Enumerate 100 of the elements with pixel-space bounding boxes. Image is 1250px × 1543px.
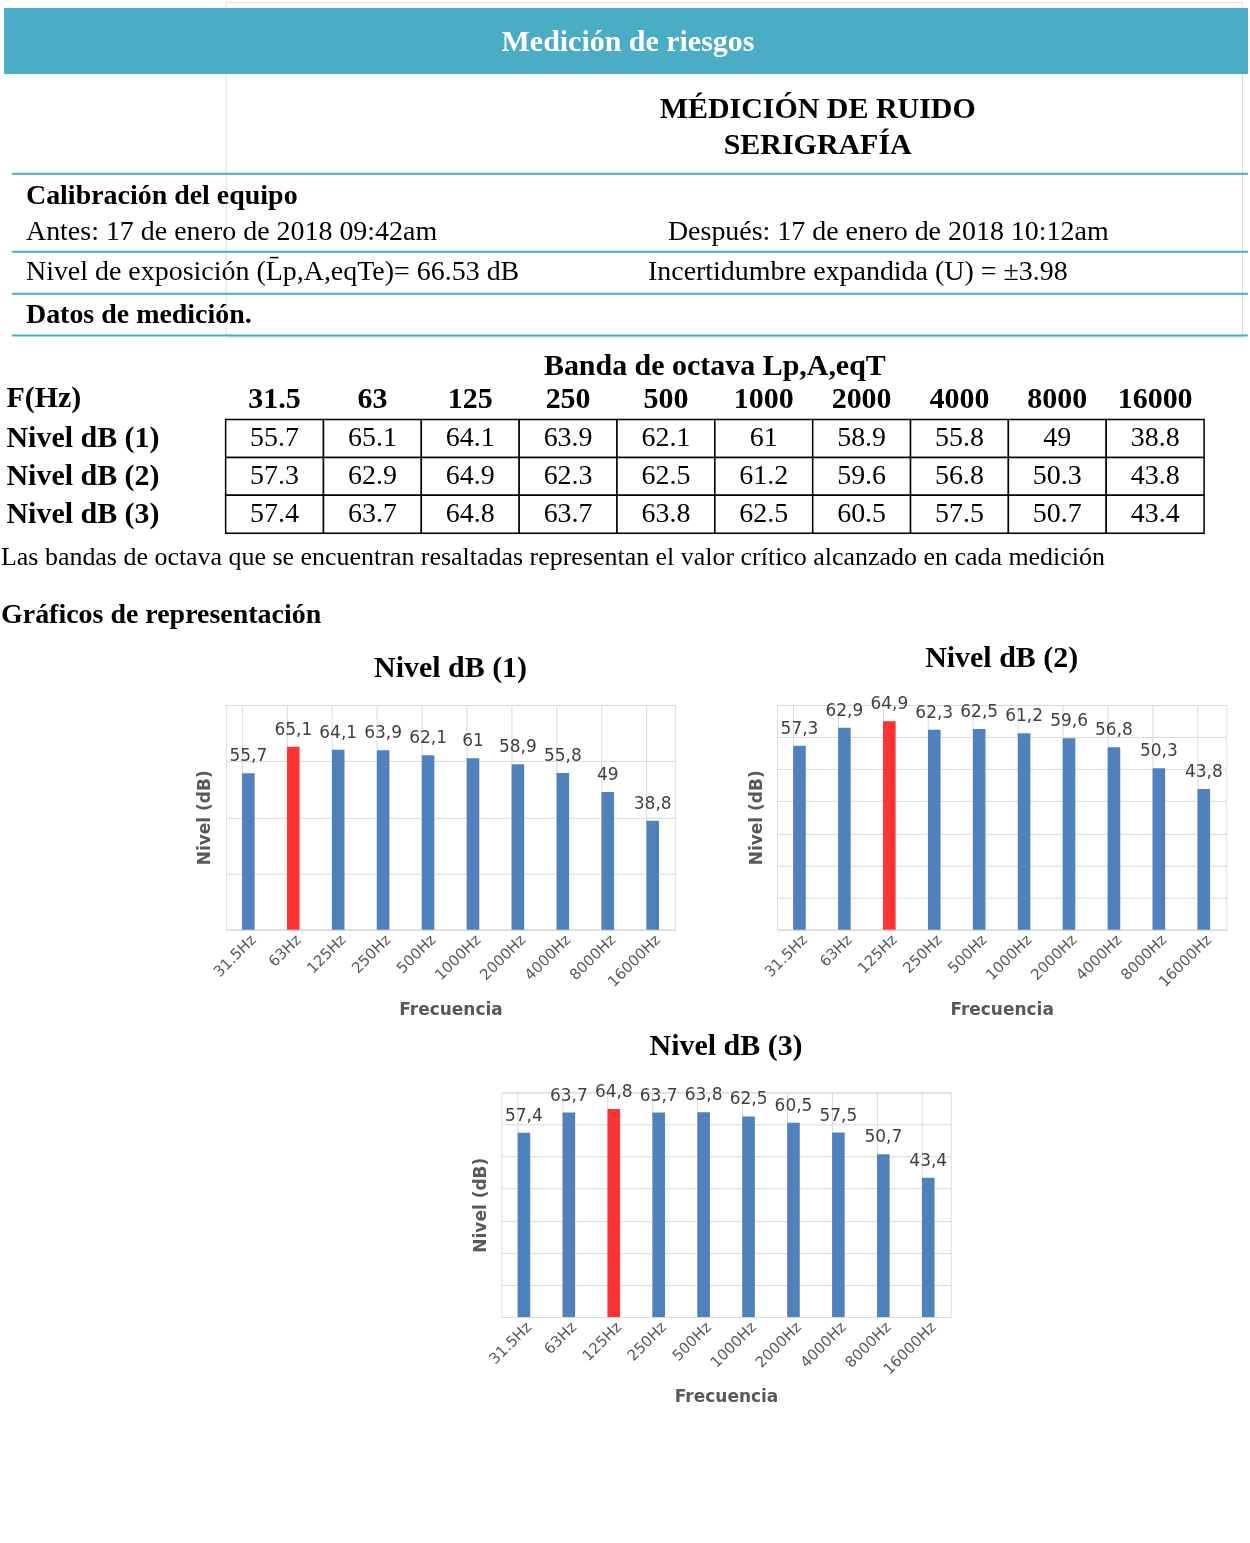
chart-title: Nivel dB (3): [649, 1028, 803, 1063]
data-label: 58,9: [499, 736, 537, 757]
data-label: 49: [596, 764, 619, 785]
text: SERIGRAFÍA: [723, 126, 913, 160]
bar: [646, 820, 659, 930]
data-label: 64,8: [594, 1081, 633, 1102]
chart-title: Nivel dB (2): [925, 640, 1079, 675]
x-tick-label: 1000: [733, 380, 794, 414]
data-label: 65,1: [274, 718, 313, 739]
data-label: 50,3: [1140, 740, 1178, 761]
data-label: 64,1: [319, 721, 358, 742]
data-label: 63,8: [684, 1084, 723, 1105]
x-axis-title: Frecuencia: [950, 998, 1054, 1019]
data-label: 62.9: [347, 459, 397, 491]
data-label: 65.1: [347, 421, 397, 453]
data-label: 43,4: [909, 1149, 948, 1170]
data-label: 57.4: [250, 497, 300, 529]
data-label: 64.1: [445, 421, 495, 453]
bar: [421, 755, 435, 930]
x-tick-label: 4000: [929, 380, 990, 414]
x-tick-label: 500: [643, 380, 689, 414]
data-label: 38.8: [1130, 421, 1180, 453]
data-label: 50.3: [1032, 459, 1082, 491]
data-label: 62.5: [641, 459, 691, 491]
data-label: 57,5: [819, 1104, 858, 1125]
text: Incertidumbre expandida (U) = ±3.98: [647, 254, 1068, 286]
y-axis-title: Nivel (dB): [194, 770, 215, 866]
text: Las bandas de octava que se encuentran resaltadas representan el valor crítico alcanzado en cada medición: [1, 542, 1105, 572]
x-tick-label: 63: [357, 380, 388, 414]
data-label: 43.8: [1130, 459, 1180, 491]
y-axis-title: Nivel (dB): [745, 770, 766, 866]
data-label: 63.9: [543, 421, 593, 453]
data-label: 62,9: [825, 699, 864, 720]
data-label: 63,7: [549, 1084, 588, 1105]
chart-title: Banda de octava Lp,A,eqT: [543, 347, 886, 381]
data-label: 63,9: [364, 722, 403, 743]
text: Después: 17 de enero de 2018 10:12am: [667, 214, 1109, 246]
text: MÉDICIÓN DE RUIDO: [659, 90, 976, 124]
x-tick-label: 2000: [831, 380, 892, 414]
bar: [556, 772, 570, 930]
bar: [331, 749, 345, 930]
bar: [466, 758, 480, 930]
bar: [511, 764, 525, 930]
data-label: 43.4: [1130, 497, 1180, 529]
data-label: 57,4: [505, 1104, 543, 1125]
y-tick-label: Nivel dB (2): [6, 458, 160, 493]
data-label: 62.3: [543, 459, 593, 491]
data-label: 63.8: [641, 497, 691, 529]
y-tick-label: Nivel dB (3): [6, 496, 160, 531]
bar: [286, 746, 300, 930]
data-label: 59,6: [1050, 710, 1088, 731]
bar: [921, 1177, 935, 1318]
data-label: 61: [749, 421, 778, 453]
data-label: 55.7: [250, 421, 300, 453]
data-label: 61: [462, 730, 484, 751]
data-label: 57.5: [935, 497, 984, 529]
data-label: 62,1: [409, 727, 447, 748]
bar: [877, 1154, 890, 1318]
data-label: 56,8: [1095, 719, 1133, 740]
x-tick-label: 8000: [1027, 380, 1088, 414]
bar: [1197, 789, 1211, 930]
data-label: 64.9: [445, 459, 495, 491]
data-label: 49: [1043, 421, 1072, 453]
bar: [787, 1122, 800, 1318]
text: Nivel de exposición (L̄p,A,eqTe)= 66.53 dB: [25, 254, 520, 286]
bar: [517, 1132, 531, 1318]
bar: [376, 750, 390, 930]
bar: [652, 1112, 665, 1318]
bar: [562, 1112, 576, 1318]
data-label: 62.5: [739, 497, 789, 529]
data-label: 64,9: [870, 693, 909, 714]
bar: [793, 745, 806, 930]
data-label: 61.2: [739, 459, 789, 491]
bar: [607, 1109, 621, 1318]
text: Datos de medición.: [25, 297, 252, 329]
bar: [601, 792, 615, 930]
data-label: 60,5: [774, 1094, 813, 1115]
bar: [242, 773, 255, 930]
x-axis-title: Frecuencia: [399, 998, 503, 1019]
bar: [972, 729, 986, 930]
data-label: 55,8: [543, 744, 582, 765]
bar: [1062, 738, 1076, 930]
bar: [838, 727, 851, 930]
text: Calibración del equipo: [25, 178, 298, 210]
text: Medición de riesgos: [501, 24, 755, 58]
x-axis-title: F(Hz): [6, 379, 82, 414]
data-label: 61,2: [1005, 705, 1044, 726]
data-label: 50,7: [864, 1126, 903, 1147]
data-label: 62,5: [729, 1088, 768, 1109]
data-label: 62,3: [915, 701, 954, 722]
x-tick-label: 31.5: [248, 380, 301, 414]
data-label: 63,7: [639, 1084, 678, 1105]
bar: [883, 721, 896, 930]
bar: [1107, 747, 1121, 930]
bar: [1017, 733, 1031, 930]
data-label: 55.8: [935, 421, 984, 453]
x-tick-label: 250: [545, 380, 591, 414]
data-label: 59.6: [837, 459, 887, 491]
y-tick-label: Nivel dB (1): [6, 420, 160, 455]
data-label: 38,8: [633, 792, 672, 813]
